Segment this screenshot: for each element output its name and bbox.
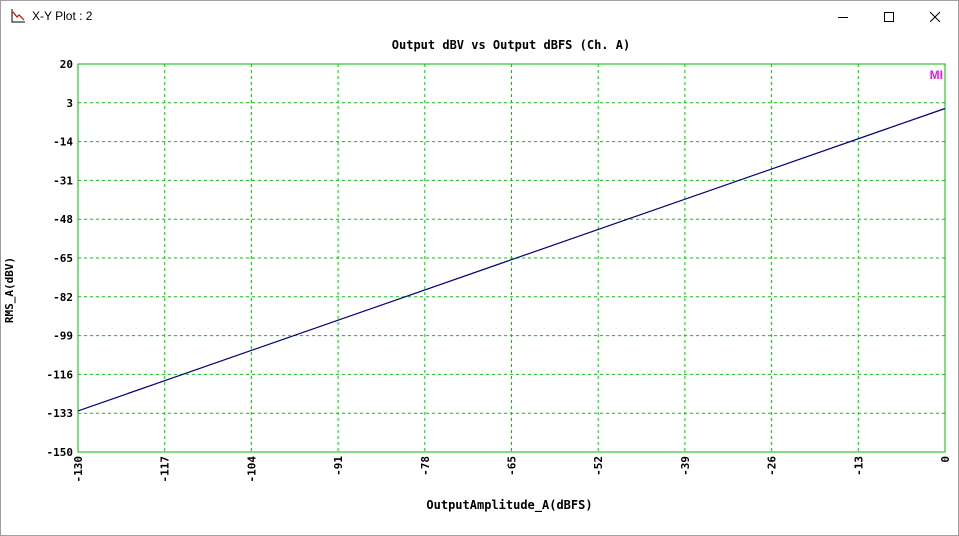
series-line	[77, 107, 946, 412]
chart-title: Output dBV vs Output dBFS (Ch. A)	[392, 38, 630, 52]
y-tick-label: -14	[53, 136, 73, 149]
x-tick-label: -26	[766, 456, 779, 476]
x-tick-label: -91	[332, 456, 345, 476]
y-tick-label: -48	[53, 213, 73, 226]
y-tick-label: -31	[53, 174, 73, 187]
plot-frame	[77, 63, 946, 453]
y-tick-label: -82	[53, 291, 73, 304]
y-tick-label: -150	[47, 446, 74, 459]
x-tick-label: -52	[592, 456, 605, 476]
chart-area: Output dBV vs Output dBFS (Ch. A) 20 3 -14…	[3, 38, 952, 513]
x-axis-label: OutputAmplitude_A(dBFS)	[426, 498, 592, 513]
x-tick-label: -78	[419, 456, 432, 476]
y-axis-label: RMS_A(dBV)	[3, 257, 16, 323]
x-tick-label: -104	[245, 456, 258, 483]
close-button[interactable]	[912, 1, 958, 32]
x-tick-label: 0	[939, 456, 952, 463]
minimize-icon	[838, 16, 848, 18]
x-tick-labels: -130 -117 -104 -91 -78 -65 -52 -39 -26 -13 0	[72, 456, 952, 483]
maximize-button[interactable]	[866, 1, 912, 32]
x-tick-label: -117	[159, 456, 172, 483]
y-tick-label: -133	[47, 407, 74, 420]
legend-badge: MI	[930, 68, 943, 82]
y-tick-label: 20	[60, 58, 73, 71]
x-tick-label: -39	[679, 456, 692, 476]
minimize-button[interactable]	[820, 1, 866, 32]
xy-plot-app-icon	[11, 9, 25, 23]
maximize-icon	[884, 11, 894, 22]
close-icon	[930, 11, 940, 22]
series-layer	[77, 107, 946, 412]
x-tick-label: -65	[506, 456, 519, 476]
y-tick-label: -65	[53, 252, 73, 265]
x-tick-label: -13	[852, 456, 865, 476]
y-tick-label: 3	[66, 97, 73, 110]
x-tick-label: -130	[72, 456, 85, 483]
title-bar[interactable]: X-Y Plot : 2	[1, 1, 958, 32]
y-tick-label: -116	[47, 368, 74, 381]
y-tick-label: -99	[53, 330, 73, 343]
y-tick-labels: 20 3 -14 -31 -48 -65 -82 -99 -116 -133 -150	[47, 58, 74, 459]
window-title: X-Y Plot : 2	[32, 9, 93, 23]
grid-lines	[77, 63, 946, 453]
